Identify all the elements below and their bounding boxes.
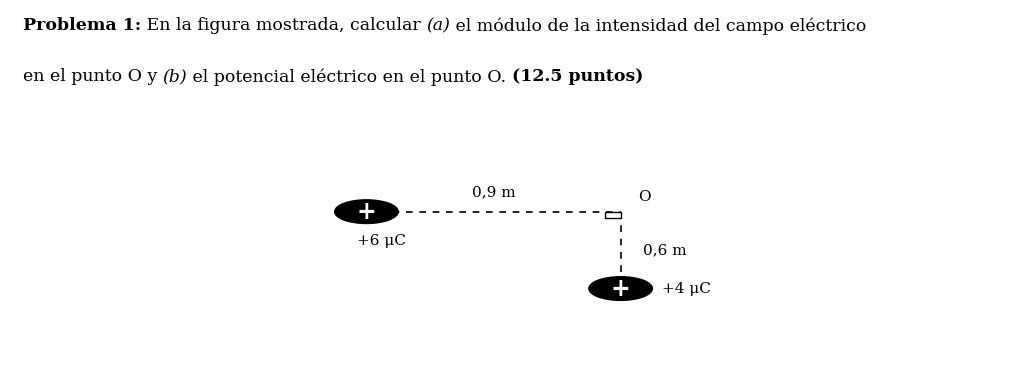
Text: (12.5 puntos): (12.5 puntos) [511,68,643,85]
Text: En la figura mostrada, calcular: En la figura mostrada, calcular [140,17,426,34]
Text: en el punto O y: en el punto O y [23,68,162,85]
Text: Problema 1:: Problema 1: [23,17,140,34]
Bar [605,212,621,218]
Text: (a): (a) [426,17,450,34]
Text: O: O [639,190,651,204]
Text: el módulo de la intensidad del campo eléctrico: el módulo de la intensidad del campo elé… [450,17,866,35]
Text: +6 μC: +6 μC [357,234,406,248]
Text: el potencial eléctrico en el punto O.: el potencial eléctrico en el punto O. [187,68,511,86]
Text: (b): (b) [162,68,187,85]
Text: 0,6 m: 0,6 m [643,243,687,257]
Circle shape [334,200,398,223]
Circle shape [588,277,653,300]
Text: +: + [611,276,630,301]
Text: +: + [357,200,376,223]
Text: +4 μC: +4 μC [662,281,710,296]
Text: 0,9 m: 0,9 m [472,185,516,199]
